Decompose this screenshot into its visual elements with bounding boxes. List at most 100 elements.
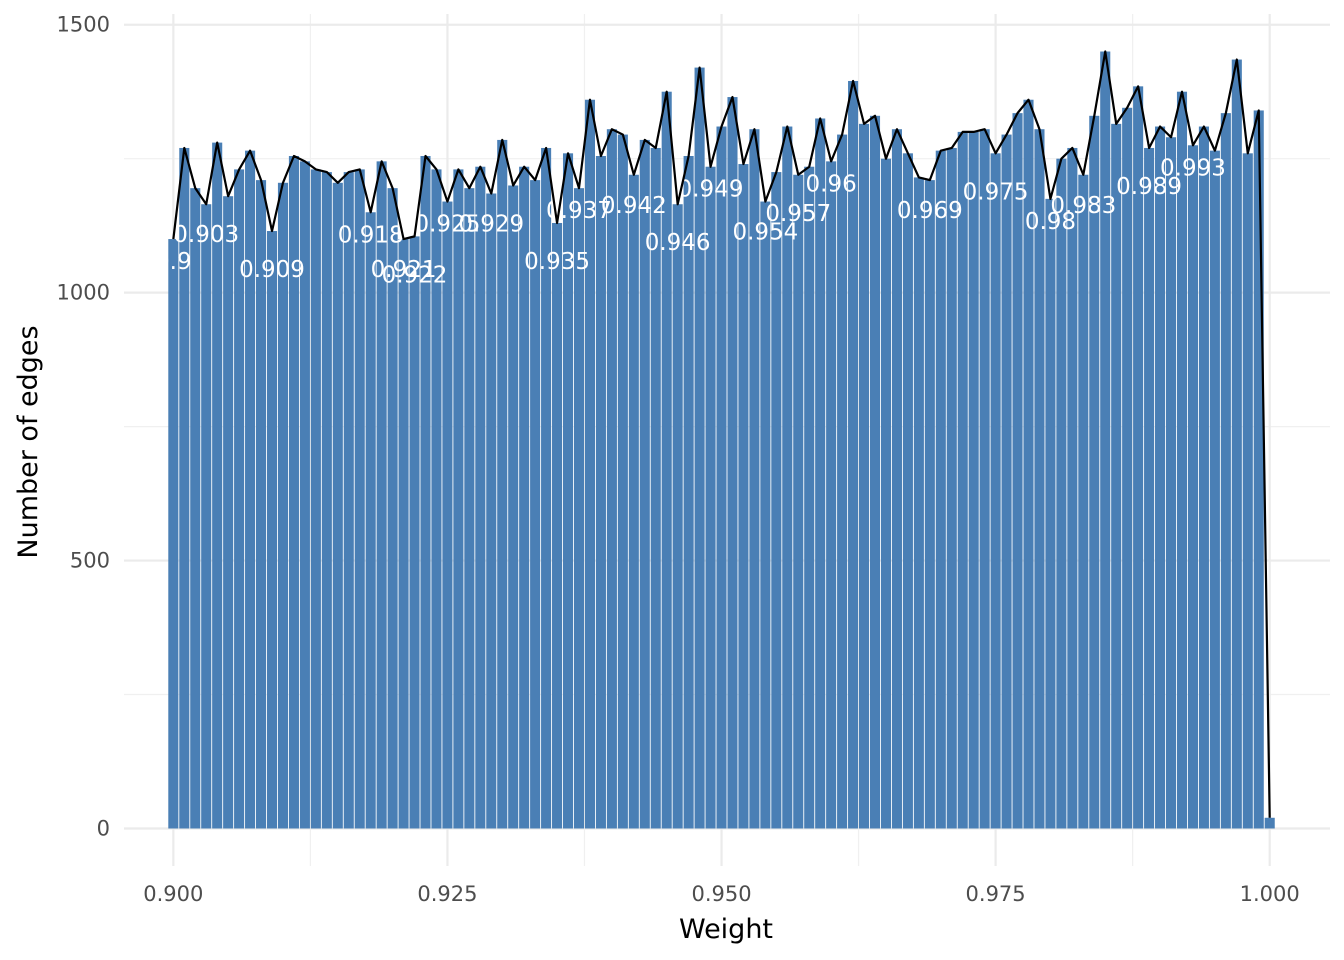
bar-value-label: 0.921: [371, 257, 437, 283]
histogram-bar: [771, 172, 782, 829]
bar-value-label: 0.903: [173, 222, 239, 248]
bar-value-label: 0.98: [1025, 209, 1076, 235]
histogram-bar: [179, 147, 190, 829]
histogram-bar: [595, 156, 606, 829]
histogram-bar: [1155, 126, 1166, 829]
histogram-bar: [738, 164, 749, 829]
x-tick-label: 1.000: [1240, 882, 1300, 906]
frequency-line: [172, 50, 1271, 818]
x-tick-label: 0.975: [966, 882, 1026, 906]
histogram-bar: [606, 129, 617, 829]
histogram-bar: [1045, 198, 1056, 829]
histogram-bar: [639, 139, 650, 829]
histogram-bar: [1242, 153, 1253, 829]
x-tick-label: 0.925: [417, 882, 477, 906]
histogram-bar: [716, 126, 727, 829]
histogram-bar: [398, 239, 409, 829]
histogram-bar: [1231, 59, 1242, 829]
histogram-bar: [321, 172, 332, 829]
histogram-bar: [782, 126, 793, 829]
histogram-bar: [266, 231, 278, 829]
histogram-bar: [968, 131, 979, 829]
histogram-bar: [672, 204, 683, 829]
bar-value-label: 0.922: [382, 262, 448, 288]
x-tick-label: 0.900: [143, 882, 203, 906]
histogram-bar: [1034, 129, 1045, 829]
histogram-bar: [387, 188, 398, 829]
bar-value-label: 0.929: [458, 212, 524, 238]
histogram-bar: [1264, 817, 1275, 829]
bar-value-label: 0.983: [1050, 193, 1116, 219]
histogram-bar: [979, 129, 990, 829]
bar-value-label: 0.957: [765, 201, 831, 227]
histogram-bar: [310, 169, 321, 829]
bar-value-label: 0.925: [414, 212, 480, 238]
histogram-bar: [1012, 113, 1023, 829]
histogram-bar: [552, 222, 563, 829]
histogram-bar: [1165, 137, 1177, 829]
histogram-bar: [957, 131, 968, 829]
bar-value-label: 0.954: [732, 220, 798, 246]
histogram-bar: [584, 99, 595, 829]
histogram-bar: [1144, 147, 1155, 829]
histogram-bar: [365, 212, 376, 829]
bar-value-label: 0.969: [897, 198, 963, 224]
histogram-bar: [1198, 126, 1209, 829]
y-tick-label: 0: [97, 816, 110, 840]
histogram-bar: [530, 180, 541, 829]
histogram-bar: [1187, 145, 1198, 829]
histogram-bar: [793, 174, 804, 829]
bar-labels: 0.90.9030.9090.9180.9210.9220.9250.9290.…: [155, 155, 1226, 288]
histogram-bar: [1133, 86, 1144, 829]
y-axis-title: Number of edges: [13, 325, 44, 558]
histogram-bar: [1001, 134, 1012, 829]
histogram-bar: [168, 239, 179, 829]
histogram-bar: [299, 161, 310, 829]
histogram-bar: [1078, 174, 1089, 829]
bars: [168, 51, 1275, 829]
bar-value-label: 0.975: [963, 179, 1029, 205]
histogram-bar: [431, 169, 442, 829]
histogram-bar: [201, 204, 212, 829]
histogram-bar: [562, 153, 574, 829]
histogram-bar: [354, 169, 365, 829]
histogram-bar: [497, 139, 508, 829]
histogram-bar: [869, 115, 881, 829]
histogram-bar: [420, 156, 431, 829]
histogram-bar: [573, 188, 585, 829]
histogram-bar: [1067, 147, 1078, 829]
histogram-bar: [924, 180, 935, 829]
histogram-bar: [891, 129, 902, 829]
y-tick-label: 1500: [57, 13, 110, 37]
histogram-bar: [749, 129, 760, 829]
histogram-bar: [694, 67, 705, 829]
bar-value-label: 0.942: [601, 193, 667, 219]
histogram-bar: [1089, 115, 1100, 829]
histogram-bar: [837, 134, 848, 829]
histogram-bar: [990, 153, 1001, 829]
histogram-bar: [1209, 150, 1220, 829]
histogram-bar: [859, 123, 870, 829]
histogram-bar: [1220, 113, 1231, 829]
histogram-bar: [935, 150, 946, 829]
histogram-bar: [245, 150, 256, 829]
histogram-bar: [1023, 99, 1034, 829]
bar-value-label: 0.949: [678, 177, 744, 203]
x-axis-ticks: 0.900 0.925 0.950 0.975 1.000: [143, 882, 1299, 906]
y-tick-label: 1000: [57, 281, 110, 305]
histogram-bar: [541, 147, 552, 829]
histogram-bar: [683, 156, 694, 829]
histogram-bar: [376, 161, 387, 829]
y-axis-ticks: 0 500 1000 1500: [57, 13, 110, 841]
histogram-bar: [409, 236, 420, 829]
histogram-bar: [508, 185, 519, 829]
histogram-bar: [650, 147, 661, 829]
bar-value-label: 0.993: [1160, 155, 1226, 181]
y-tick-label: 500: [70, 549, 110, 573]
histogram-bar: [288, 156, 299, 829]
histogram-bar: [442, 201, 453, 829]
histogram-bar: [332, 182, 343, 829]
histogram-bar: [946, 147, 957, 829]
histogram-bar: [1100, 51, 1111, 829]
